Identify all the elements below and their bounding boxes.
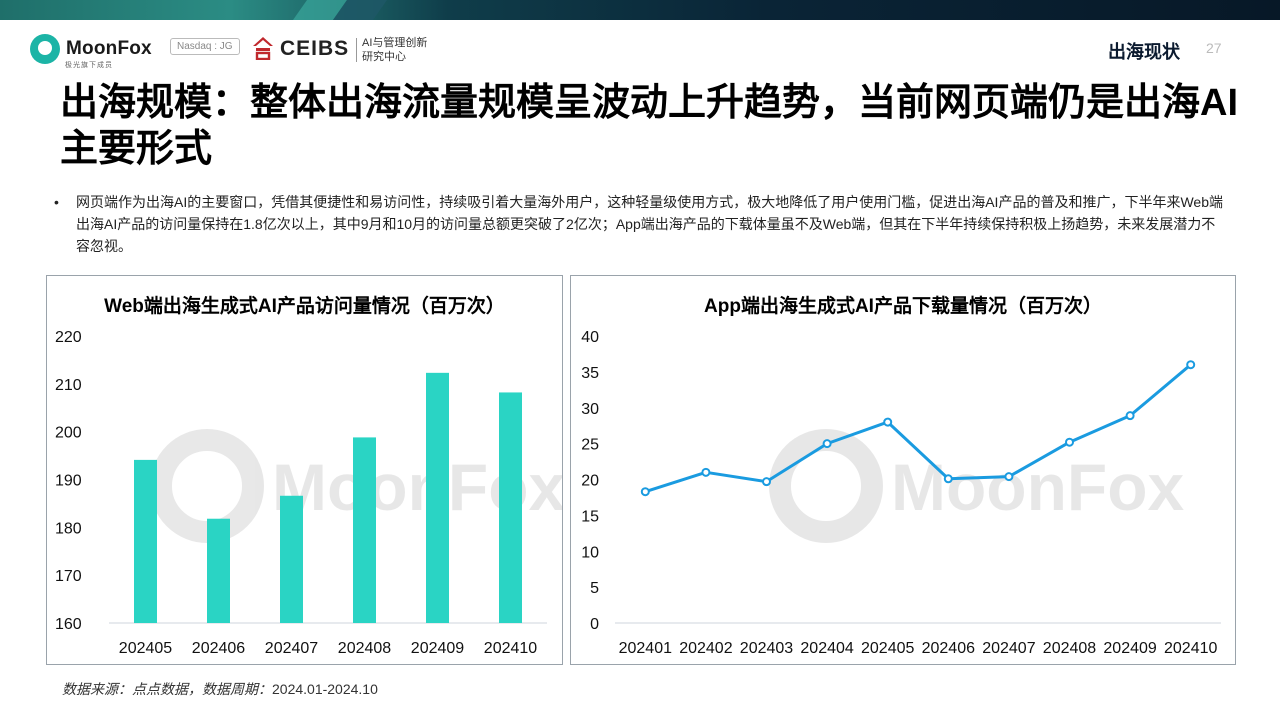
series-line [644,363,1192,494]
bullet-dot: • [54,194,59,210]
y-tick-label: 40 [581,329,599,346]
moonfox-watermark: MoonFox [769,429,1185,543]
x-tick-label: 202404 [800,640,853,657]
data-point [1004,472,1014,482]
y-tick-label: 5 [590,580,599,597]
brand-name: MoonFox [66,38,152,59]
y-tick-label: 180 [55,520,82,537]
app-downloads-line-chart: MoonFox 40 35 30 25 20 15 10 5 0 202401 202402 20240… [581,329,1221,657]
summary-text: 网页端作为出海AI的主要窗口，凭借其便捷性和易访问性，持续吸引着大量海外用户，这… [76,194,1223,254]
bar [353,437,376,623]
bar [499,392,522,623]
x-tick-label: 202405 [861,640,914,657]
x-tick-label: 202405 [119,640,172,657]
y-tick-label: 15 [581,508,599,525]
source-period: 2024.01-2024.10 [272,681,378,697]
data-point [1186,360,1196,370]
data-point [701,467,711,477]
y-tick-label: 30 [581,401,599,418]
y-tick-label: 160 [55,616,82,633]
y-tick-label: 20 [581,473,599,490]
x-tick-label: 202409 [1103,640,1156,657]
app-downloads-chart-panel: App端出海生成式AI产品下载量情况（百万次） MoonFox 40 35 30 25 2… [570,275,1236,665]
y-tick-label: 190 [55,473,82,490]
section-label: 出海现状 [1108,42,1180,62]
x-tick-label: 202407 [265,640,318,657]
x-tick-label: 202408 [1043,640,1096,657]
y-tick-label: 170 [55,568,82,585]
app-chart-title: App端出海生成式AI产品下载量情况（百万次） [704,296,1102,317]
summary-bullet: • 网页端作为出海AI的主要窗口，凭借其便捷性和易访问性，持续吸引着大量海外用户… [54,191,1224,257]
x-tick-label: 202403 [740,640,793,657]
watermark-logo-icon [769,429,883,543]
moonfox-logo: MoonFox [30,32,152,66]
y-tick-label: 200 [55,425,82,442]
data-point [1065,437,1074,447]
web-chart-title: Web端出海生成式AI产品访问量情况（百万次） [104,296,505,317]
data-point [883,417,893,427]
x-tick-label: 202409 [411,640,464,657]
x-tick-label: 202401 [619,640,672,657]
bar [426,372,449,623]
data-point [762,477,771,487]
web-visits-chart-panel: Web端出海生成式AI产品访问量情况（百万次） MoonFox 220 210 200… [46,275,563,665]
page-title: 出海规模：整体出海流量规模呈波动上升趋势，当前网页端仍是出海AI主要形式 [60,82,1239,170]
y-tick-label: 10 [581,544,599,561]
watermark-text: MoonFox [891,450,1185,524]
partner-tagline: AI与管理创新 研究中心 [362,36,427,64]
source-label: 数据来源：点点数据，数据周期： [62,681,272,697]
ceibs-logo-icon [253,37,273,60]
partner-name: CEIBS [280,37,350,60]
partner-tagline-line1: AI与管理创新 [362,37,428,49]
bar [207,518,230,623]
bar [280,495,303,623]
x-tick-label: 202406 [192,640,245,657]
x-tick-label: 202407 [982,640,1035,657]
partner-tagline-line2: 研究中心 [362,51,406,63]
data-point [1125,411,1135,421]
data-point [640,487,650,497]
y-tick-label: 220 [55,329,82,346]
data-point [822,439,832,449]
x-tick-label: 202410 [1164,640,1217,657]
bar [134,459,157,623]
y-tick-label: 25 [581,437,599,454]
y-tick-label: 35 [581,365,599,382]
data-point [943,474,953,484]
y-tick-label: 0 [590,616,599,633]
x-tick-label: 202408 [338,640,391,657]
x-tick-label: 202406 [922,640,975,657]
x-tick-label: 202402 [679,640,732,657]
watermark-logo-icon [150,429,264,543]
brand-subtitle: 极光旗下成员 [65,62,113,69]
top-banner [0,0,1280,20]
page-number: 27 [1206,40,1222,56]
data-source: 数据来源：点点数据，数据周期：2024.01-2024.10 [62,679,378,699]
y-tick-label: 210 [55,377,82,394]
x-tick-label: 202410 [484,640,537,657]
exchange-badge: Nasdaq : JG [170,38,240,55]
moonfox-logo-icon [30,34,60,64]
partner-divider [356,38,357,62]
